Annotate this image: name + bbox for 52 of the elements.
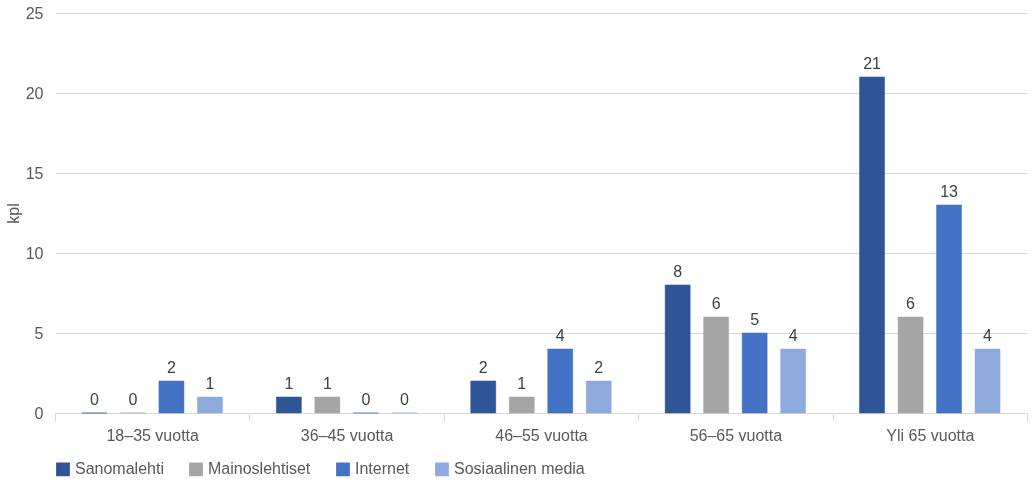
- x-tick-label: 56–65 vuotta: [689, 426, 783, 444]
- bar: [703, 316, 729, 414]
- legend-label: Sosiaalinen media: [454, 460, 585, 478]
- data-label: 4: [788, 327, 798, 344]
- data-label: 21: [863, 55, 882, 72]
- data-label: 0: [399, 391, 409, 408]
- bar: [585, 380, 612, 414]
- y-axis-title: kpl: [4, 203, 22, 224]
- data-label: 0: [128, 391, 138, 408]
- y-tick-label: 5: [34, 324, 44, 342]
- bar: [547, 348, 574, 414]
- data-label: 8: [673, 263, 683, 280]
- data-label: 2: [594, 359, 604, 376]
- x-tick-label: 46–55 vuotta: [495, 426, 588, 444]
- data-label: 4: [555, 327, 565, 344]
- bar: [158, 380, 185, 414]
- bar: [276, 396, 302, 414]
- bar: [974, 348, 1001, 414]
- y-tick-label: 0: [34, 404, 44, 422]
- data-label: 0: [90, 391, 99, 408]
- bar: [897, 316, 924, 414]
- bar: [314, 396, 341, 414]
- y-tick-label: 20: [25, 84, 44, 102]
- data-label: 13: [940, 183, 959, 200]
- data-label: 2: [478, 359, 488, 376]
- y-tick-label: 10: [25, 244, 44, 262]
- legend-label: Mainoslehtiset: [208, 460, 311, 478]
- data-label: 6: [711, 295, 721, 312]
- bar: [197, 396, 223, 414]
- data-label: 1: [517, 375, 527, 392]
- data-label: 6: [906, 295, 916, 312]
- data-label: 1: [284, 375, 294, 392]
- bar: [508, 396, 535, 414]
- data-label: 1: [322, 375, 332, 392]
- data-label: 2: [166, 359, 176, 376]
- bar: [741, 332, 768, 414]
- bar: [936, 204, 962, 414]
- data-label: 5: [750, 311, 760, 328]
- data-label: 4: [983, 327, 993, 344]
- bar: [664, 284, 691, 414]
- y-tick-label: 15: [25, 164, 44, 182]
- bar: [470, 380, 497, 414]
- data-label: 1: [205, 375, 215, 392]
- x-tick-label: Yli 65 vuotta: [886, 426, 975, 444]
- bar: [780, 348, 806, 414]
- legend-label: Sanomalehti: [75, 460, 164, 478]
- bar: [859, 76, 885, 414]
- data-label: 0: [361, 391, 371, 408]
- x-tick-label: 18–35 vuotta: [106, 426, 200, 444]
- y-tick-label: 25: [25, 4, 44, 22]
- legend-label: Internet: [355, 460, 410, 478]
- x-tick-label: 36–45 vuotta: [300, 426, 394, 444]
